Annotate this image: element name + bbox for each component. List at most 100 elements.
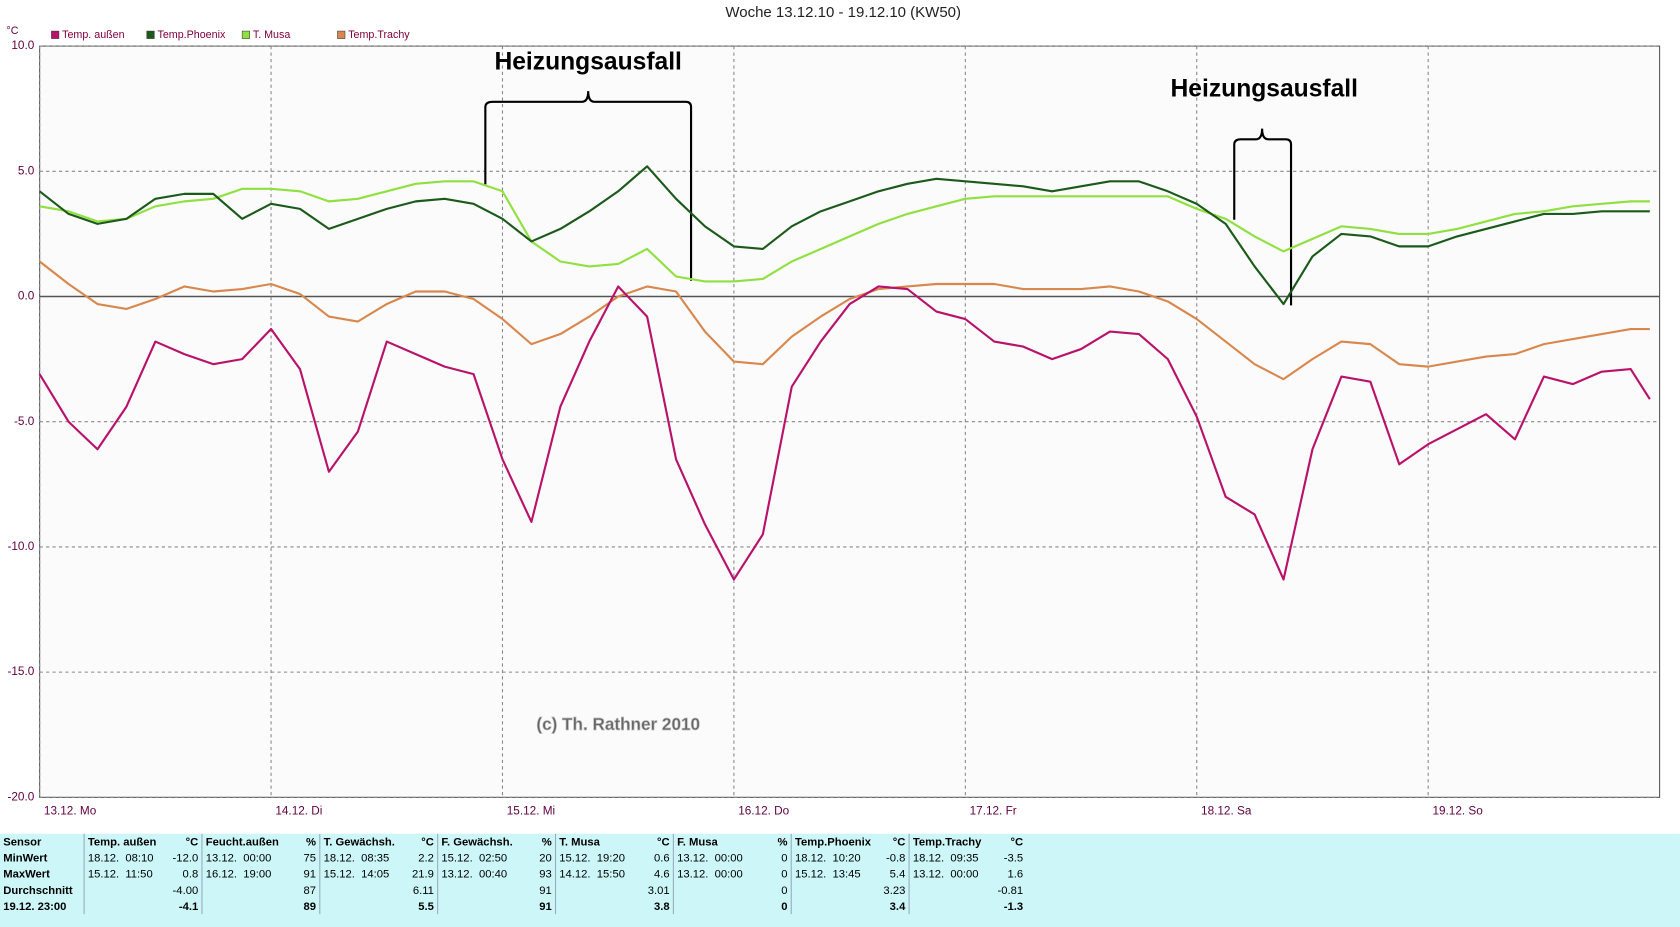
cell-time: 18.12. 10:20	[794, 851, 861, 865]
legend-label: Temp. außen	[62, 29, 125, 41]
cell-value: 3.4	[889, 899, 906, 913]
column-name: F. Musa	[677, 835, 718, 849]
bracket	[484, 91, 693, 281]
table-cell: -0.81	[908, 882, 1027, 899]
header-cell: % F. Gewächsh.	[437, 833, 556, 850]
legend-label: T. Musa	[253, 29, 291, 41]
cell-time: 16.12. 19:00	[205, 867, 272, 881]
table-cell: -3.5 18.12. 09:35	[908, 849, 1027, 866]
table-row: MaxWert 0.8 15.12. 11:50 91 16.12. 19:00 21.9…	[0, 865, 1027, 883]
annotation: Heizungsausfall	[1171, 76, 1358, 103]
table-row: MinWert -12.0 18.12. 08:10 75 13.12. 00:00 2.…	[0, 849, 1027, 866]
cell-time: 18.12. 08:10	[87, 851, 154, 865]
table-cell: 3.4	[790, 898, 910, 915]
series-line	[38, 285, 1651, 581]
table-cell: 0 13.12. 00:00	[672, 849, 792, 866]
cell-time: 13.12. 00:00	[677, 867, 743, 881]
column-name: T. Musa	[559, 835, 600, 849]
legend-swatch	[241, 30, 250, 39]
table-cell: 3.01	[554, 882, 674, 899]
table-cell: 89	[201, 898, 320, 915]
cell-value: 20	[539, 851, 552, 865]
column-name: Temp.Trachy	[912, 835, 982, 849]
column-unit: °C	[1010, 835, 1024, 849]
table-cell: 91	[437, 882, 556, 899]
table-cell: 75 13.12. 00:00	[201, 849, 320, 866]
cell-time: 14.12. 15:50	[559, 867, 625, 881]
table-cell: -4.00	[83, 882, 202, 899]
y-tick-label: -10.0	[7, 540, 34, 553]
cell-value: 1.6	[1007, 867, 1024, 881]
row-label: MaxWert	[3, 867, 50, 881]
cell-value: 89	[303, 899, 317, 913]
table-cell: 0	[672, 898, 792, 915]
cell-value: 91	[303, 867, 317, 881]
brackets	[484, 91, 1293, 306]
y-tick-label: 10.0	[11, 39, 34, 52]
table-row: 19.12. 23:00 -4.1 89 5.5 91 3.8 0 3.4 -1.3	[0, 898, 1027, 915]
table-cell: 0	[672, 882, 792, 899]
column-unit: °C	[656, 835, 670, 849]
table-cell: 91	[437, 898, 556, 915]
cell-value: 4.6	[653, 867, 670, 881]
header-cell: °C Temp.Phoenix	[790, 833, 910, 850]
column-name: Temp. außen	[87, 835, 157, 849]
table-cell: 3.23	[790, 882, 910, 899]
cell-value: 21.9	[412, 867, 434, 881]
cell-value: 91	[539, 899, 552, 913]
cell-value: 3.01	[647, 883, 670, 897]
series-line	[38, 165, 1650, 306]
x-tick-label: 18.12. Sa	[1201, 804, 1252, 817]
legend-swatch	[337, 30, 346, 39]
cell-value: -12.0	[172, 851, 199, 865]
grid	[39, 45, 1660, 798]
cell-time: 15.12. 11:50	[87, 867, 153, 881]
cell-value: 0	[781, 851, 788, 865]
cell-value: -0.8	[885, 851, 906, 865]
annotation: Heizungsausfall	[494, 49, 681, 76]
cell-time: 18.12. 08:35	[323, 851, 390, 865]
column-unit: %	[306, 835, 317, 849]
column-name: T. Gewächsh.	[323, 835, 395, 849]
x-tick-label: 15.12. Mi	[507, 804, 555, 817]
column-unit: °C	[185, 835, 199, 849]
y-tick-label: -20.0	[7, 790, 34, 803]
cell-value: 0	[781, 883, 788, 897]
column-name: Temp.Phoenix	[794, 835, 872, 849]
y-tick-label: -15.0	[7, 665, 34, 678]
column-unit: %	[541, 835, 552, 849]
row-label: MinWert	[3, 851, 48, 865]
cell-value: 0.6	[653, 851, 670, 865]
cell-value: 2.2	[418, 851, 434, 865]
header-cell: °C Temp. außen	[83, 833, 202, 850]
cell-value: 0	[781, 867, 788, 881]
table-cell: 87	[201, 882, 320, 899]
header-cell: °C T. Gewächsh.	[319, 833, 438, 850]
legend-swatch	[51, 30, 60, 39]
table-cell: 4.6 14.12. 15:50	[554, 865, 674, 883]
x-tick-label: 19.12. So	[1432, 804, 1483, 817]
cell-value: -3.5	[1003, 851, 1024, 865]
cell-time: 15.12. 13:45	[794, 867, 861, 881]
table: Sensor °C Temp. außen% Feucht.außen °C T. Gew…	[0, 833, 1027, 915]
series-line	[38, 260, 1650, 381]
header-row: Sensor °C Temp. außen% Feucht.außen °C T. Gew…	[0, 833, 1027, 850]
cell-value: 3.8	[653, 899, 670, 913]
row-label: 19.12. 23:00	[3, 899, 67, 913]
cell-value: 5.5	[418, 899, 434, 913]
header-cell: % Feucht.außen	[201, 833, 320, 850]
column-unit: °C	[892, 835, 906, 849]
cell-value: 93	[539, 867, 552, 881]
copyright: (c) Th. Rathner 2010	[536, 714, 700, 734]
x-tick-label: 14.12. Di	[275, 804, 322, 817]
header-cell: °C T. Musa	[554, 833, 674, 850]
table-cell: 6.11	[319, 882, 438, 899]
cell-value: -4.1	[178, 899, 199, 913]
cell-time: 18.12. 09:35	[912, 851, 979, 865]
table-cell: 20 15.12. 02:50	[437, 849, 556, 866]
table-cell: 1.6 13.12. 00:00	[908, 865, 1027, 883]
corner-cell: Sensor	[3, 835, 42, 849]
y-axis-label: °C	[6, 25, 18, 37]
table-cell: 21.9 15.12. 14:05	[319, 865, 438, 883]
